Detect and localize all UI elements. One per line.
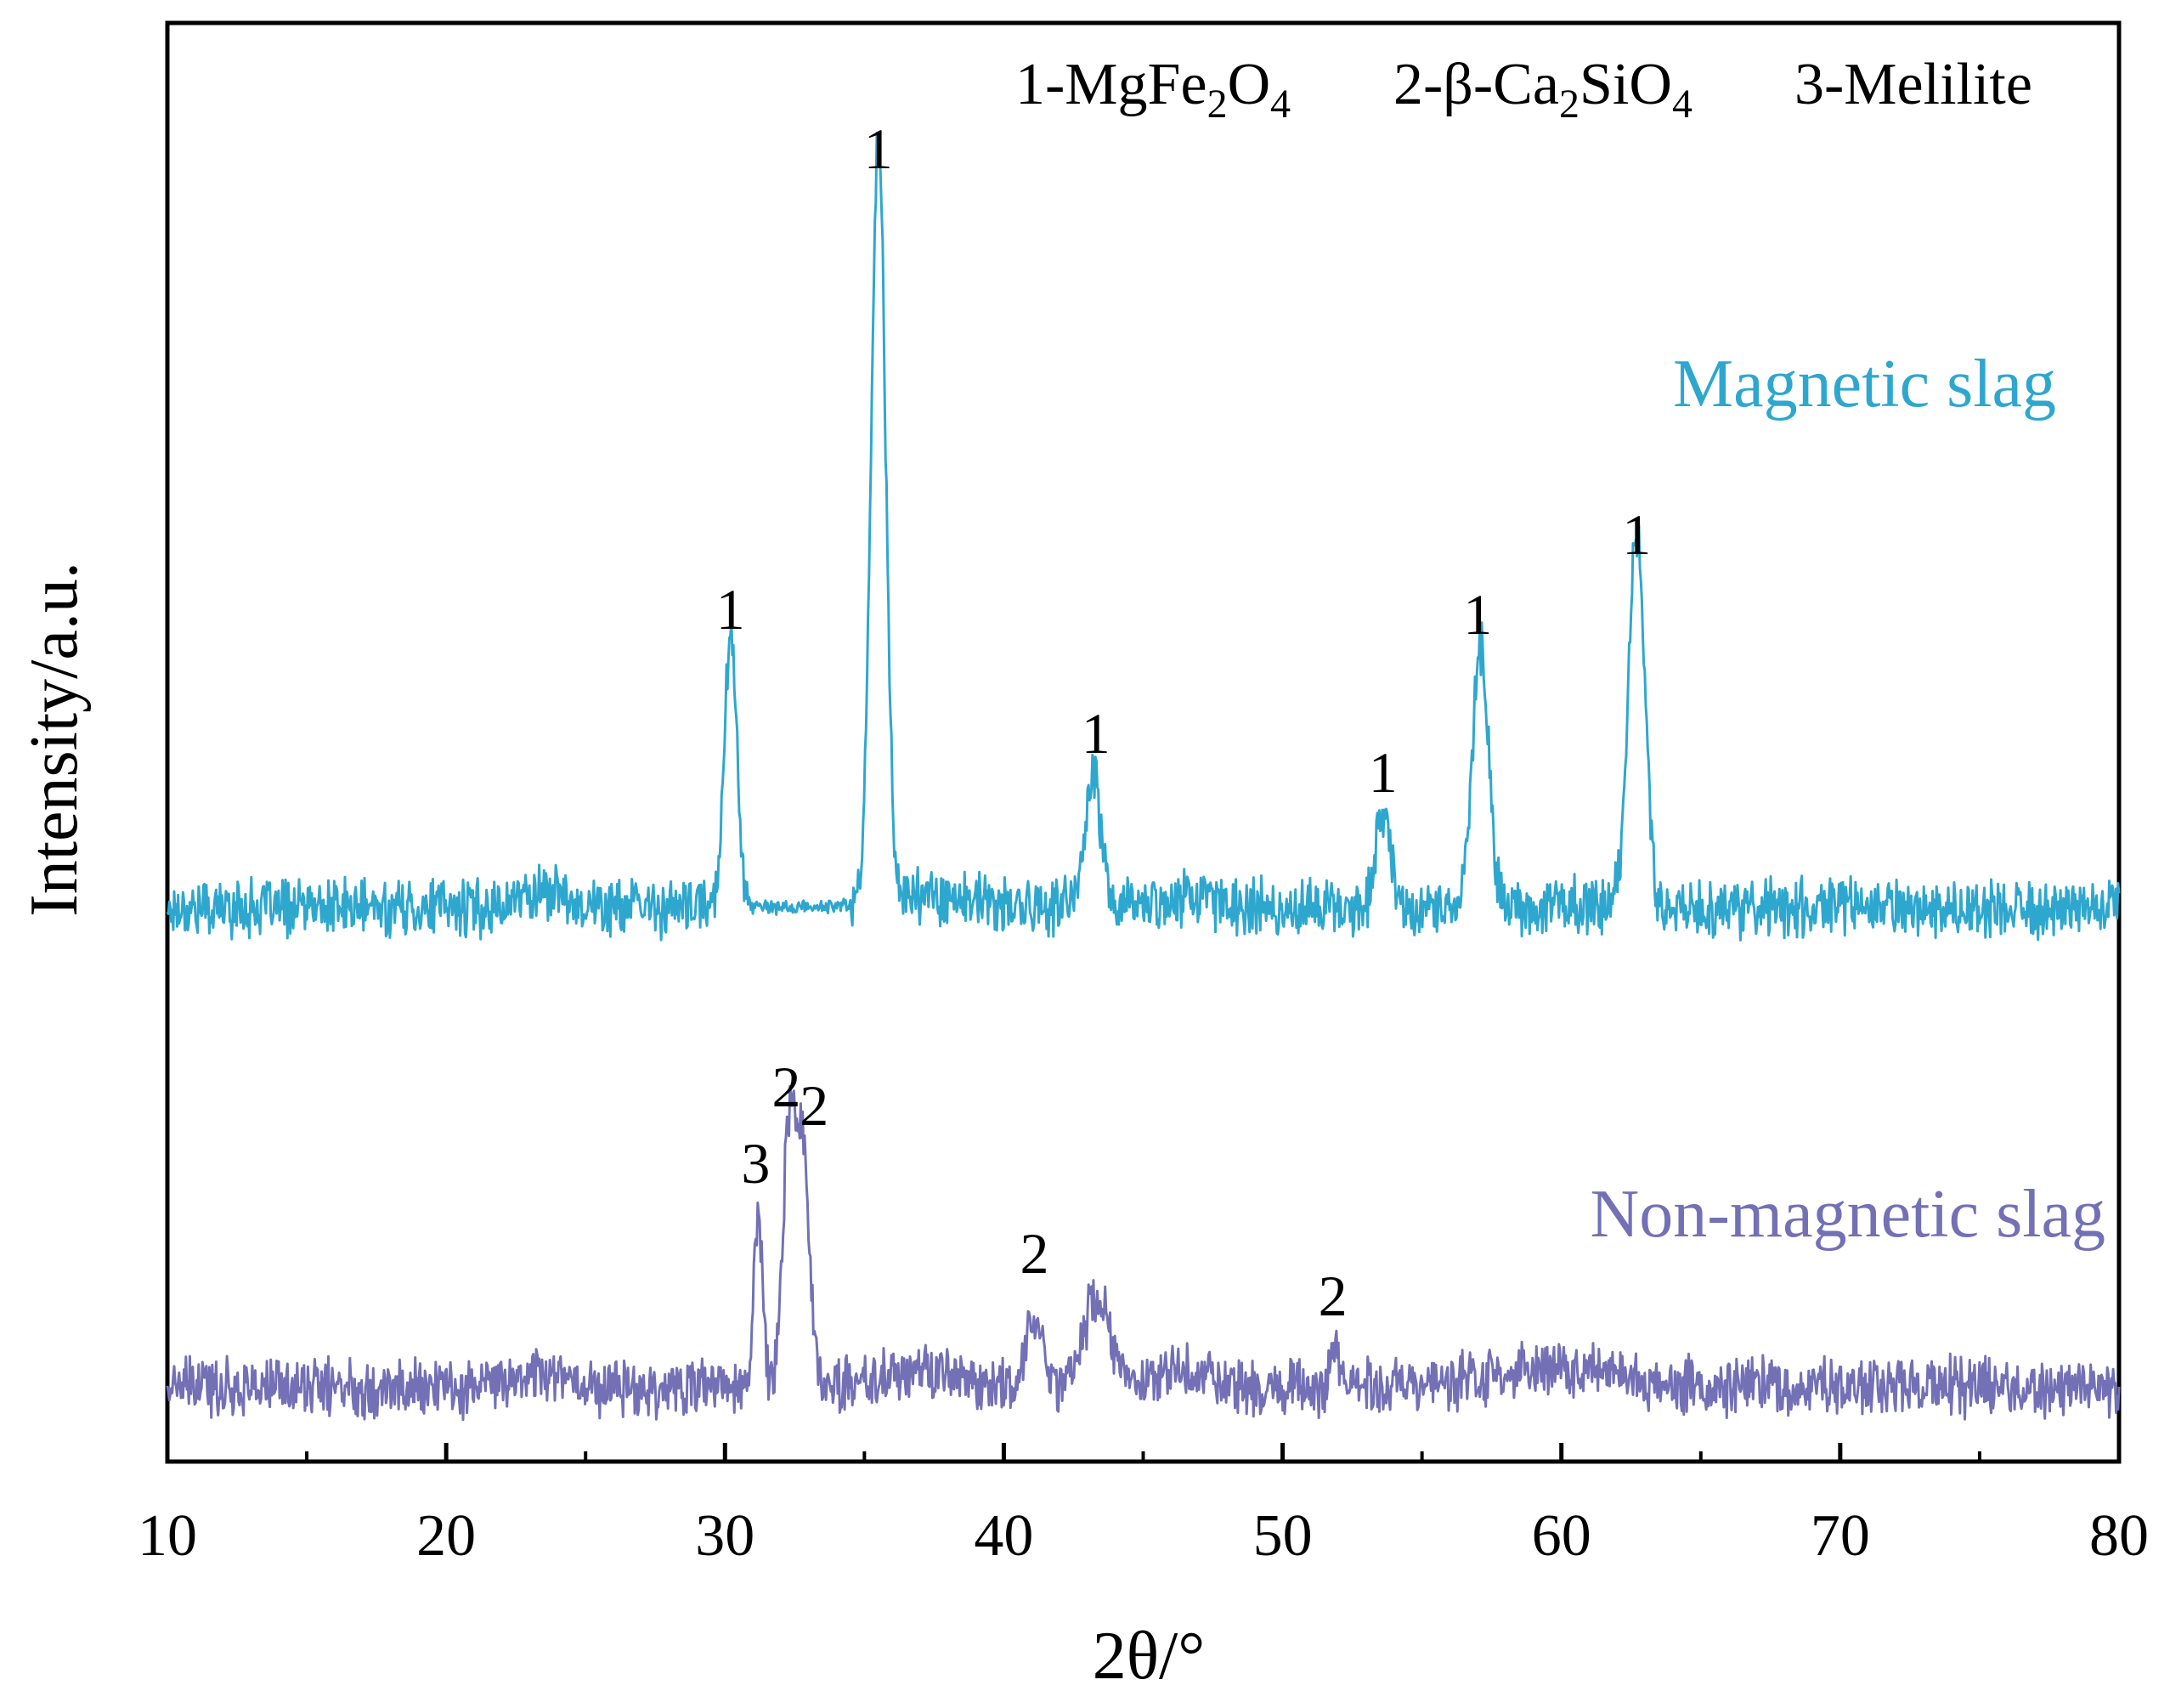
peak-label-magnetic: 1	[1082, 701, 1110, 766]
x-axis-ticks: 10 20 30 40 50 60 70 80	[138, 1443, 2149, 1569]
x-tick-label: 80	[2089, 1503, 2149, 1569]
legend-entry-melilite: 3-Melilite	[1794, 52, 2032, 117]
x-tick-label: 20	[416, 1503, 476, 1569]
peak-label-magnetic: 1	[716, 577, 745, 642]
x-tick-label: 10	[138, 1503, 197, 1569]
x-tick-label: 40	[974, 1503, 1033, 1569]
series-line-non-magnetic-slag	[166, 1084, 2121, 1422]
peak-label-magnetic: 1	[864, 116, 893, 181]
peak-label-non-magnetic: 3	[741, 1131, 770, 1196]
series-label-non-magnetic-slag: Non-magnetic slag	[1591, 1177, 2105, 1252]
legend-entry-ca2sio4: 2-β-Ca2SiO4	[1393, 52, 1692, 127]
peak-label-magnetic: 1	[1622, 502, 1651, 567]
peak-label-non-magnetic: 2	[772, 1055, 801, 1119]
x-tick-label: 60	[1532, 1503, 1591, 1569]
legend: 1-MgFe2O4 2-β-Ca2SiO4 3-Melilite	[1015, 52, 2032, 127]
peak-label-magnetic: 1	[1463, 582, 1492, 647]
x-axis-title: 2θ/°	[1093, 1619, 1206, 1694]
peak-label-non-magnetic: 2	[800, 1073, 828, 1138]
x-tick-label: 30	[695, 1503, 754, 1569]
series-line-magnetic-slag	[166, 132, 2121, 942]
legend-entry-mgfe2o4: 1-MgFe2O4	[1015, 52, 1291, 127]
x-tick-label: 50	[1253, 1503, 1313, 1569]
x-tick-label: 70	[1811, 1503, 1870, 1569]
peak-label-non-magnetic: 2	[1020, 1221, 1049, 1286]
peak-label-non-magnetic: 2	[1319, 1264, 1348, 1328]
y-axis-title: Intensity/a.u.	[17, 562, 92, 917]
series-label-magnetic-slag: Magnetic slag	[1673, 347, 2056, 421]
series-layer	[166, 132, 2121, 1422]
peak-label-magnetic: 1	[1369, 740, 1398, 805]
